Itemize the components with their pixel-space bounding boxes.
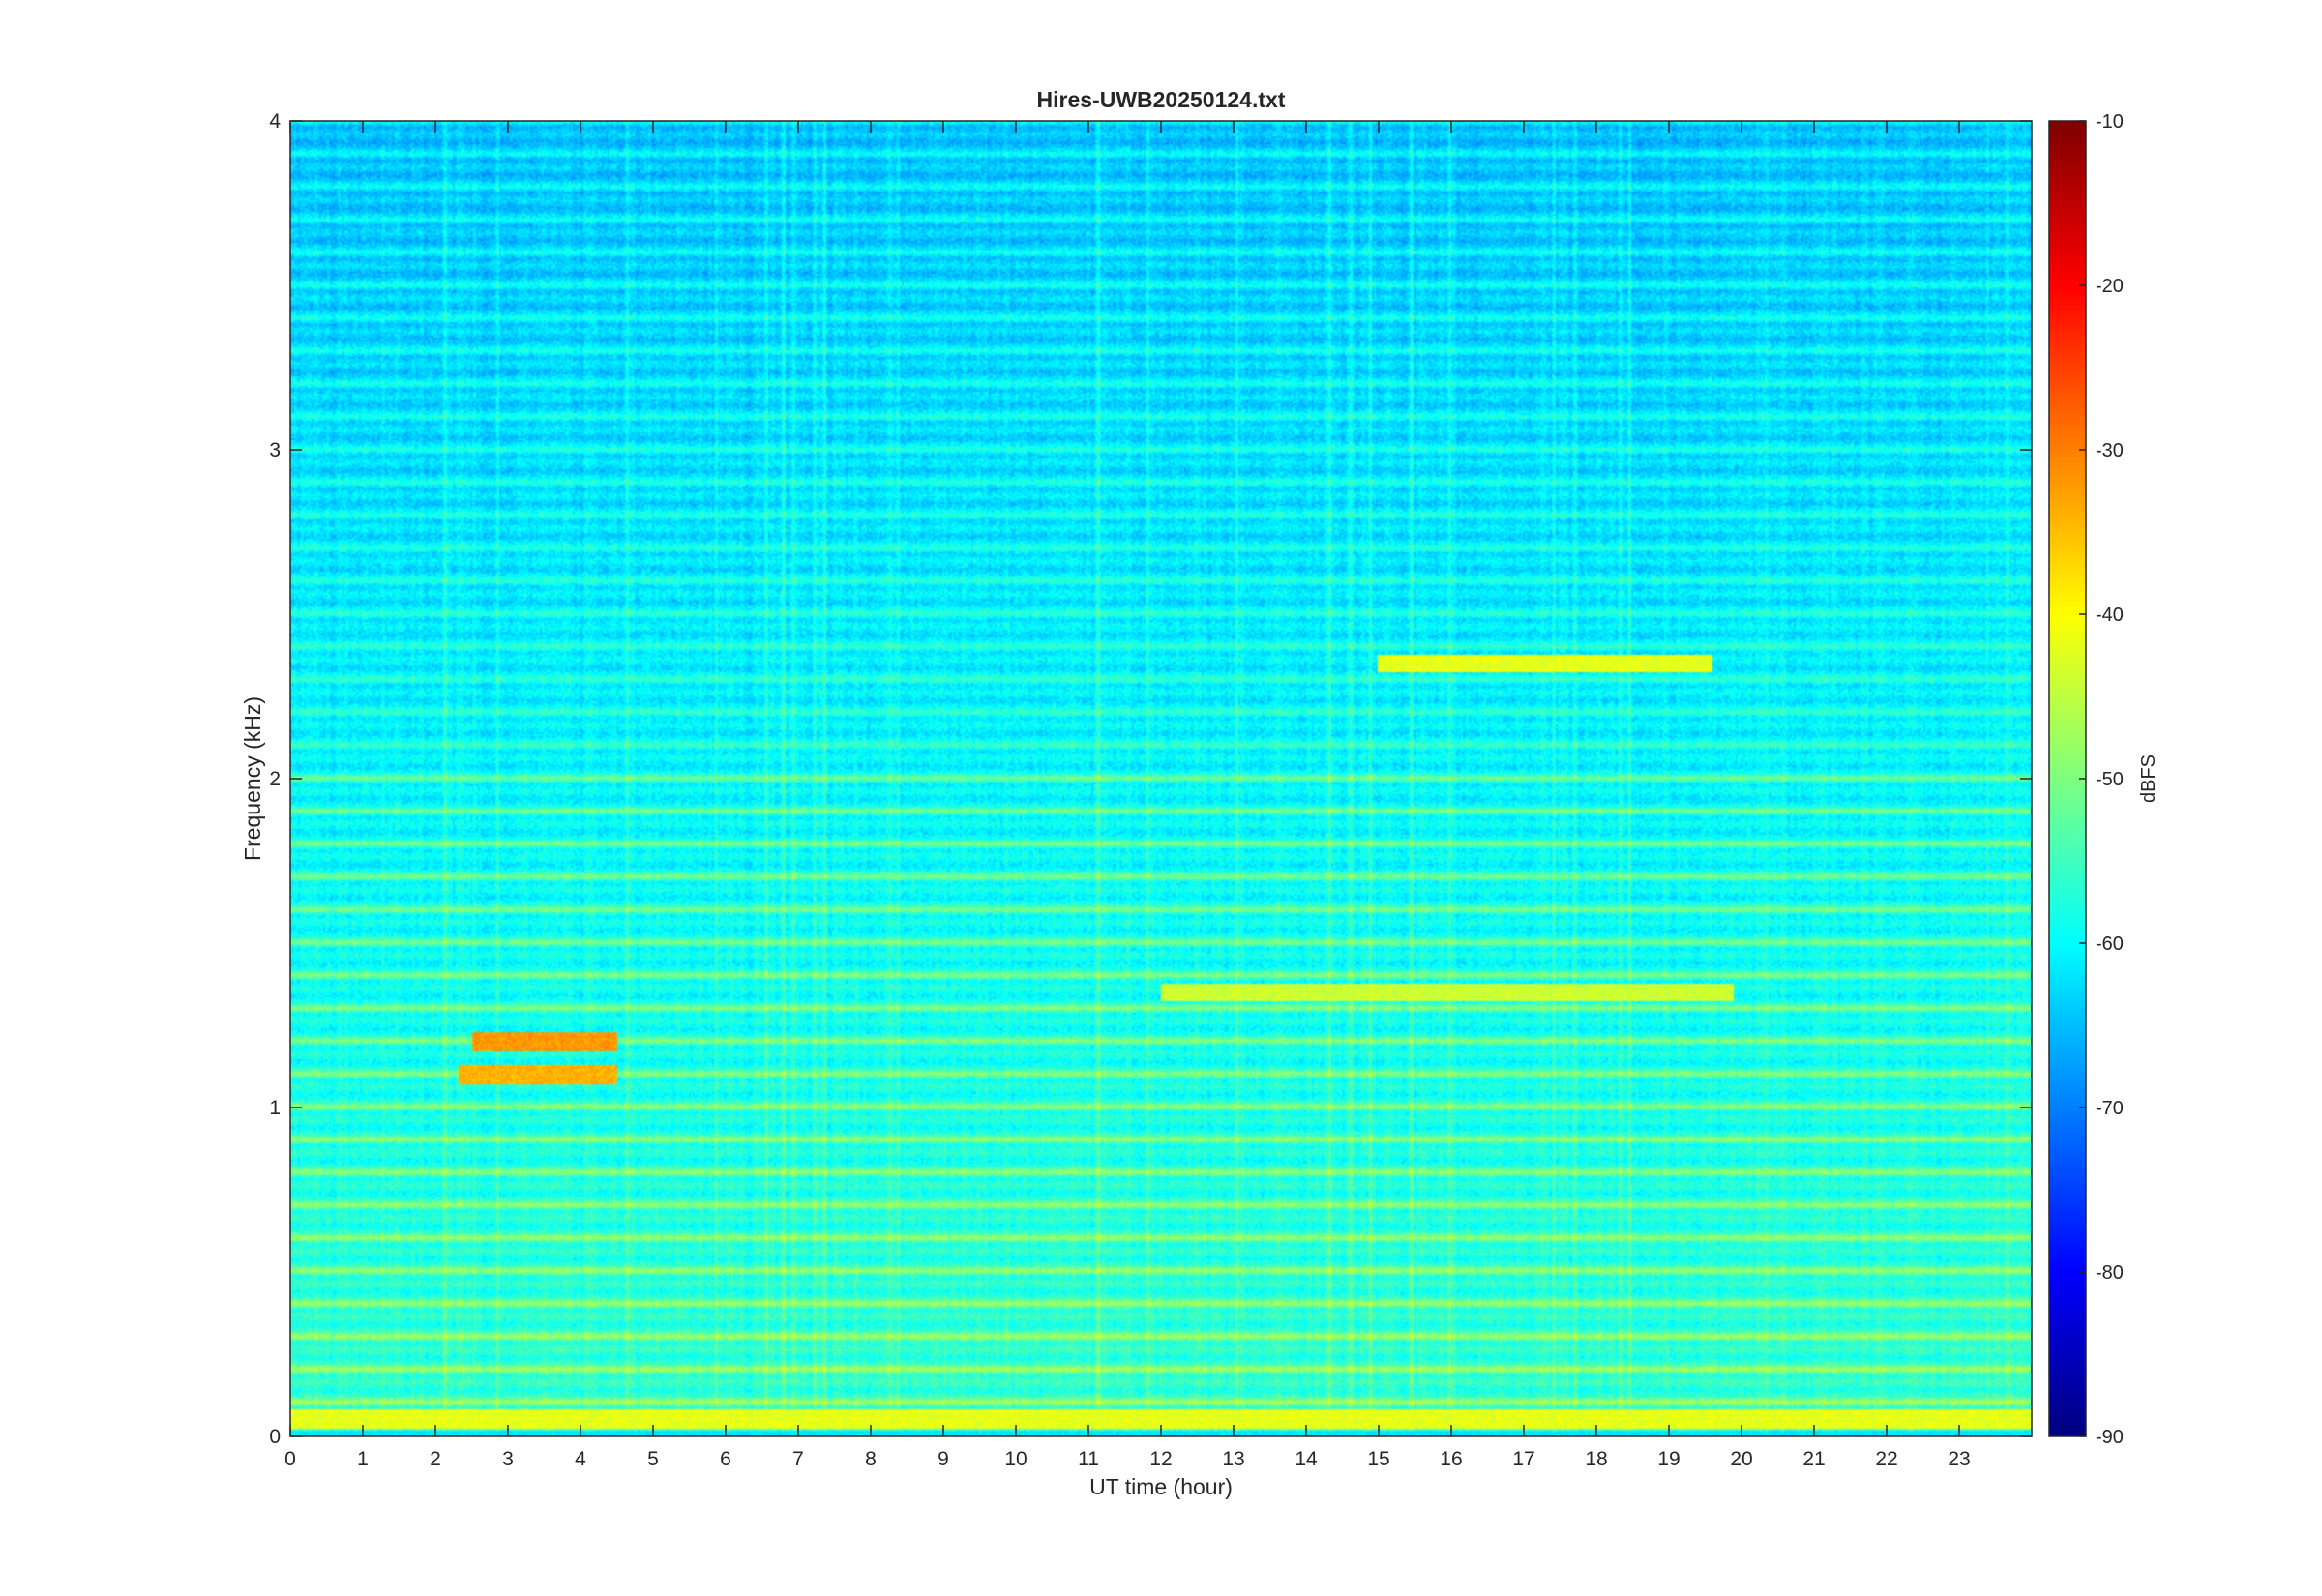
x-tick-label: 21 <box>1802 1448 1825 1470</box>
x-tick-label: 10 <box>1004 1448 1027 1470</box>
x-tick-label: 13 <box>1222 1448 1244 1470</box>
x-tick-label: 6 <box>720 1448 731 1470</box>
x-tick-label: 23 <box>1948 1448 1970 1470</box>
x-tick-label: 14 <box>1295 1448 1318 1470</box>
x-tick-label: 1 <box>357 1448 369 1470</box>
x-tick-label: 19 <box>1657 1448 1680 1470</box>
colorbar-tick-label: -70 <box>2096 1098 2124 1119</box>
colorbar-label: dBFS <box>2138 754 2159 803</box>
x-tick-label: 4 <box>575 1448 586 1470</box>
x-axis: 0 1 2 3 4 5 6 7 8 9 10 11 12 13 14 15 16 17 18 19 20 21 22 23 <box>284 121 1971 1470</box>
colorbar-tick-label: -90 <box>2096 1427 2124 1448</box>
chart-title: Hires-UWB20250124.txt <box>1037 87 1286 112</box>
colorbar-tick-label: -20 <box>2096 276 2124 297</box>
x-tick-label: 15 <box>1367 1448 1389 1470</box>
x-tick-label: 9 <box>938 1448 949 1470</box>
x-tick-label: 20 <box>1730 1448 1752 1470</box>
y-tick-label: 4 <box>269 110 281 133</box>
x-tick-label: 8 <box>865 1448 877 1470</box>
x-tick-label: 5 <box>647 1448 659 1470</box>
x-tick-label: 3 <box>502 1448 514 1470</box>
y-axis-label: Frequency (kHz) <box>240 696 265 861</box>
colorbar-tick-label: -80 <box>2096 1262 2124 1284</box>
x-tick-label: 7 <box>792 1448 804 1470</box>
x-axis-label: UT time (hour) <box>1089 1474 1233 1499</box>
colorbar-ticks: -10 -20 -30 -40 -50 -60 -70 -80 -90 <box>2079 111 2124 1448</box>
y-tick-label: 3 <box>269 439 281 461</box>
y-tick-label: 2 <box>269 768 281 790</box>
y-tick-label: 1 <box>269 1097 281 1119</box>
x-tick-label: 0 <box>284 1448 296 1470</box>
x-tick-label: 18 <box>1585 1448 1607 1470</box>
plot-area <box>289 120 2033 1437</box>
y-axis: 0 1 2 3 4 <box>269 110 2032 1448</box>
x-tick-label: 2 <box>430 1448 441 1470</box>
x-tick-label: 22 <box>1875 1448 1897 1470</box>
x-tick-label: 16 <box>1440 1448 1462 1470</box>
colorbar-tick-label: -50 <box>2096 769 2124 790</box>
colorbar-tick-label: -30 <box>2096 440 2124 461</box>
x-tick-label: 11 <box>1078 1448 1099 1470</box>
spectrogram-image <box>290 121 2032 1436</box>
colorbar-tick-label: -10 <box>2096 111 2124 133</box>
colorbar-tick-label: -40 <box>2096 605 2124 626</box>
x-tick-label: 12 <box>1149 1448 1172 1470</box>
x-tick-label: 17 <box>1512 1448 1534 1470</box>
colorbar: -10 -20 -30 -40 -50 -60 -70 -80 -90 dBFS <box>2048 111 2159 1448</box>
colorbar-tick-label: -60 <box>2096 933 2124 955</box>
y-tick-label: 0 <box>269 1426 281 1448</box>
